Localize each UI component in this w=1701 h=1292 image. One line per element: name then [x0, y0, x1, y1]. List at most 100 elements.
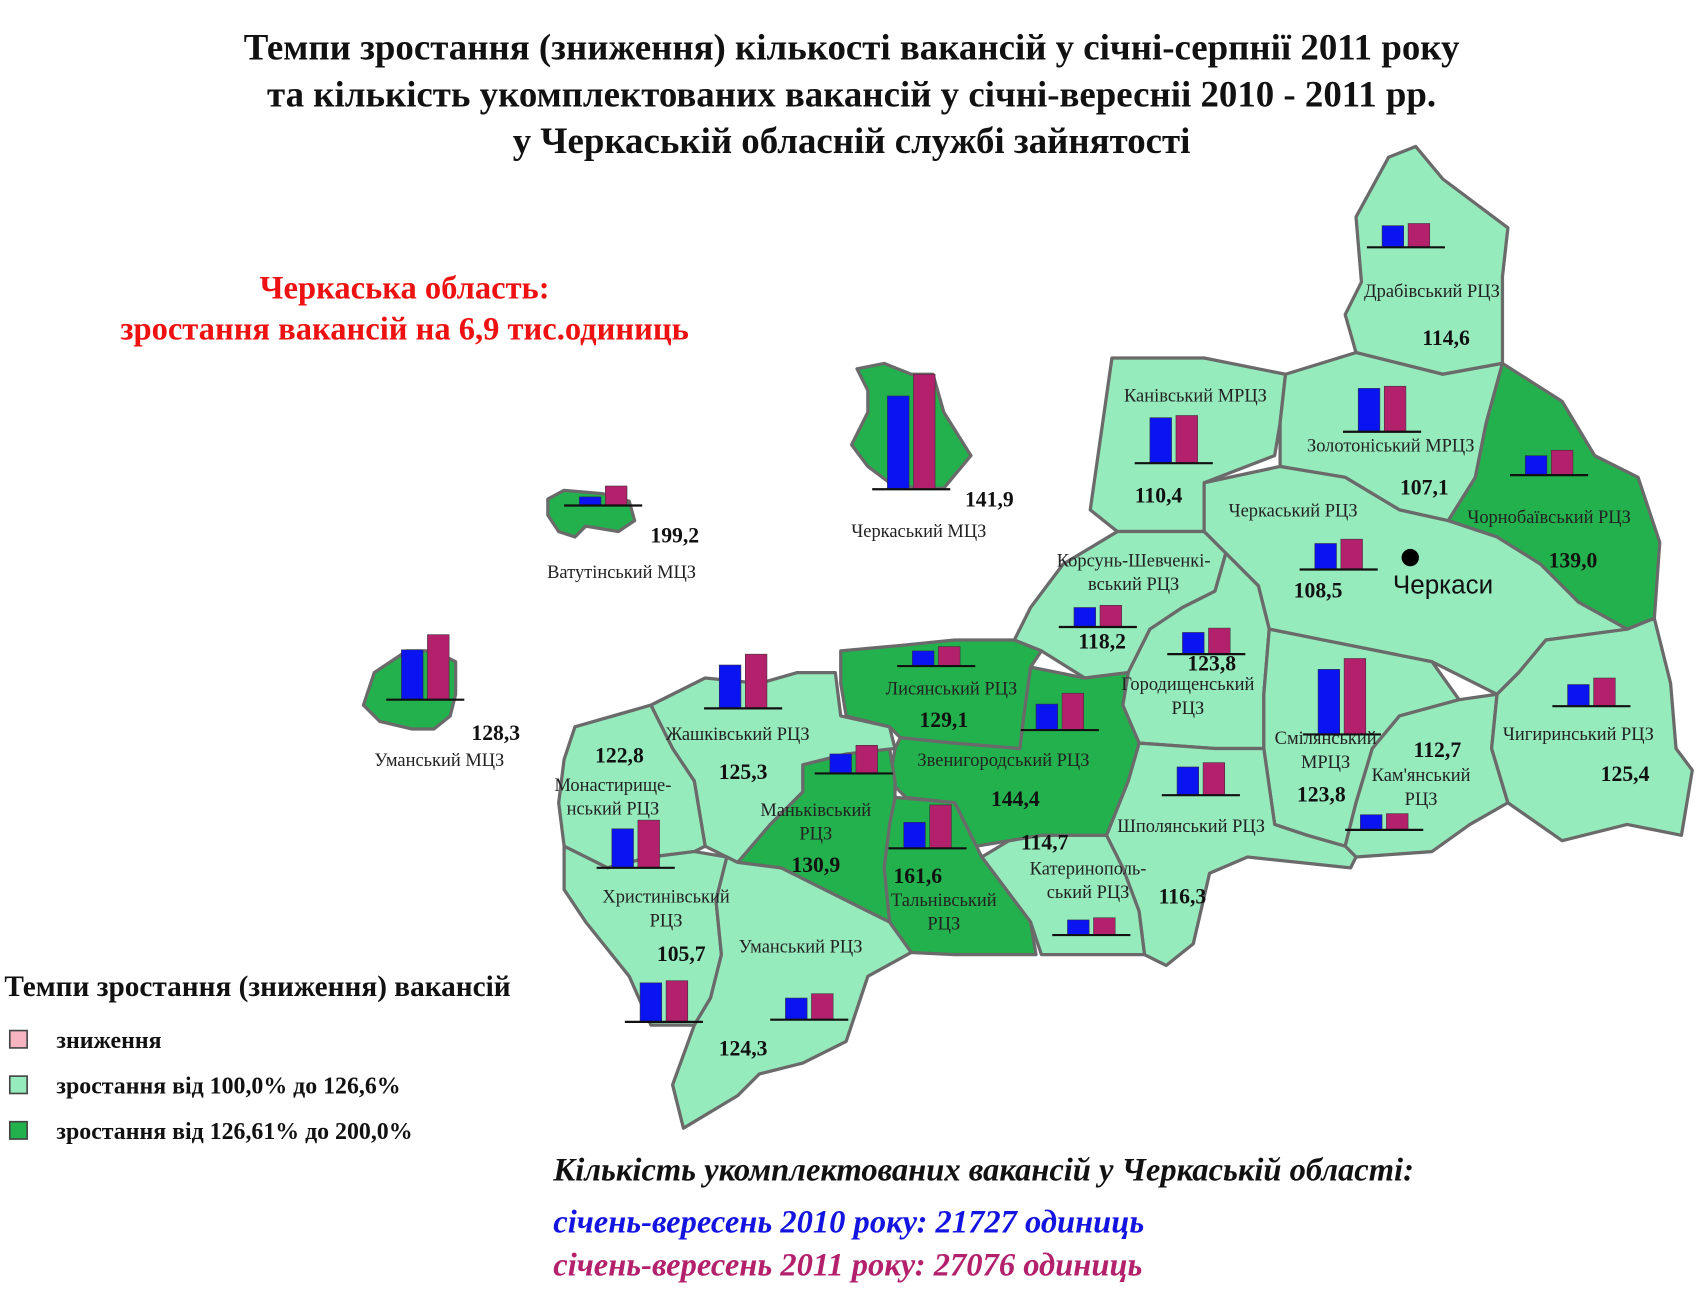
district-name: Кам'янський — [1372, 765, 1471, 785]
district-name: РЦЗ — [650, 910, 683, 930]
vacancy-bar — [401, 649, 424, 700]
vacancy-bar — [605, 485, 628, 506]
vacancy-bar — [929, 804, 952, 849]
district-name: вський РЦЗ — [1088, 574, 1179, 594]
district-shape — [1343, 144, 1510, 376]
district-name: РЦЗ — [927, 914, 960, 934]
vacancy-bar — [829, 753, 852, 774]
district-name: Черкаський МЦЗ — [851, 521, 986, 541]
district-value: 128,3 — [471, 721, 520, 745]
highlight-line: зростання вакансій на 6,9 тис.одиниць — [120, 312, 688, 348]
district-value: 199,2 — [650, 523, 699, 547]
summary-line: січень-вересень 2011 року: 27076 одиниць — [553, 1248, 1142, 1284]
vacancy-bar — [785, 997, 808, 1020]
title-line: Темпи зростання (зниження) кількості вак… — [244, 27, 1460, 69]
vacancy-bar — [1073, 607, 1096, 628]
vacancy-bar — [1093, 917, 1116, 936]
vacancy-bar — [1383, 385, 1407, 433]
district-value: 124,3 — [719, 1037, 768, 1061]
district-value: 114,6 — [1422, 326, 1470, 350]
district-value: 139,0 — [1549, 548, 1598, 572]
vacancy-bar — [665, 980, 689, 1023]
district-name: Жашківський РЦЗ — [666, 724, 810, 744]
district-name: Золотоніський МРЦЗ — [1307, 435, 1475, 455]
legend-label: зростання від 126,61% до 200,0% — [56, 1119, 412, 1145]
vacancy-bar — [1314, 543, 1337, 570]
vacancy-bar — [1407, 223, 1431, 248]
vacancy-bar — [639, 982, 663, 1023]
district-name: Тальнівський — [891, 890, 997, 910]
vacancy-bar — [1340, 538, 1363, 570]
district-name: ський РЦЗ — [1047, 882, 1130, 902]
vacancy-bar — [1175, 415, 1198, 464]
district-value: 108,5 — [1294, 579, 1343, 603]
district-value: 116,3 — [1159, 885, 1207, 909]
vacancy-bar — [745, 653, 768, 709]
bars-layer — [386, 223, 1631, 1023]
legend-label: зростання від 100,0% до 126,6% — [56, 1073, 400, 1099]
district-name: Христинівський — [602, 887, 730, 907]
district-name: нський РЦЗ — [567, 799, 660, 819]
district-name: Смілянський — [1275, 728, 1377, 748]
vacancy-bar — [913, 373, 936, 490]
district-name: РЦЗ — [1405, 789, 1438, 809]
vacancy-bar — [1035, 703, 1058, 731]
district-value: 129,1 — [919, 708, 968, 732]
vacancy-bar — [1061, 692, 1085, 731]
district-value: 130,9 — [791, 853, 840, 877]
vacancy-bar — [1343, 658, 1367, 735]
vacancy-bar — [938, 646, 961, 667]
vacancy-bar — [1067, 919, 1090, 936]
title-line: та кількість укомплектованих вакансій у … — [267, 73, 1436, 114]
district-name: Черкаський РЦЗ — [1229, 500, 1358, 520]
vacancy-bar — [1099, 605, 1122, 628]
district-value: 144,4 — [991, 787, 1040, 811]
vacancy-bar — [1208, 627, 1231, 655]
district-shape — [849, 361, 973, 490]
district-name: Лисянський РЦЗ — [886, 678, 1018, 698]
district-value: 110,4 — [1135, 483, 1183, 507]
district-name: Корсунь-Шевченкі- — [1057, 550, 1211, 570]
city-name: Черкаси — [1393, 569, 1493, 599]
vacancy-bar — [887, 395, 910, 490]
legend-swatch — [8, 1075, 28, 1095]
district-name: Чорнобаївський РЦЗ — [1467, 507, 1630, 527]
district-name: МРЦЗ — [1301, 752, 1350, 772]
vacancy-bar — [1317, 669, 1341, 735]
district-value: 105,7 — [657, 942, 706, 966]
vacancy-bar — [1386, 813, 1409, 831]
district-value: 118,2 — [1078, 630, 1126, 654]
district-value: 125,3 — [719, 760, 768, 784]
vacancy-bar — [1149, 417, 1172, 464]
vacancy-bar — [579, 496, 602, 506]
district-shape — [670, 855, 913, 1130]
district-name: Городищенський — [1121, 674, 1254, 694]
district-name: РЦЗ — [799, 824, 832, 844]
district-name: Драбівський РЦЗ — [1364, 281, 1500, 301]
district-shape — [1489, 616, 1694, 843]
district-name: Маньківський — [760, 800, 871, 820]
legend-title: Темпи зростання (зниження) вакансій — [4, 971, 510, 1003]
district-name: Уманський МЦЗ — [374, 750, 504, 770]
district-name: Уманський РЦЗ — [739, 936, 863, 956]
district-value: 107,1 — [1400, 476, 1449, 500]
district-name: Монастирище- — [554, 775, 671, 795]
legend-swatch — [8, 1120, 28, 1140]
district-name: Катеринополь- — [1030, 858, 1147, 878]
vacancy-bar — [1176, 766, 1199, 796]
labels-layer: Темпи зростання (зниження) кількості вак… — [4, 27, 1654, 1284]
district-name: Канівський МРЦЗ — [1124, 385, 1267, 405]
district-name: Звенигородський РЦЗ — [917, 750, 1089, 770]
vacancy-bar — [855, 744, 878, 774]
vacancy-bar — [1381, 225, 1405, 248]
vacancy-bar — [903, 822, 926, 849]
vacancy-bar — [912, 650, 935, 667]
vacancy-bar — [1567, 684, 1590, 707]
vacancy-bar — [718, 664, 742, 709]
district-value: 114,7 — [1021, 830, 1069, 854]
district-name: РЦЗ — [1171, 698, 1204, 718]
title-line: у Черкаській обласній службі зайнятості — [513, 120, 1191, 161]
vacancy-bar — [611, 828, 634, 869]
vacancy-bar — [1593, 677, 1616, 707]
legend-swatch — [8, 1029, 28, 1049]
